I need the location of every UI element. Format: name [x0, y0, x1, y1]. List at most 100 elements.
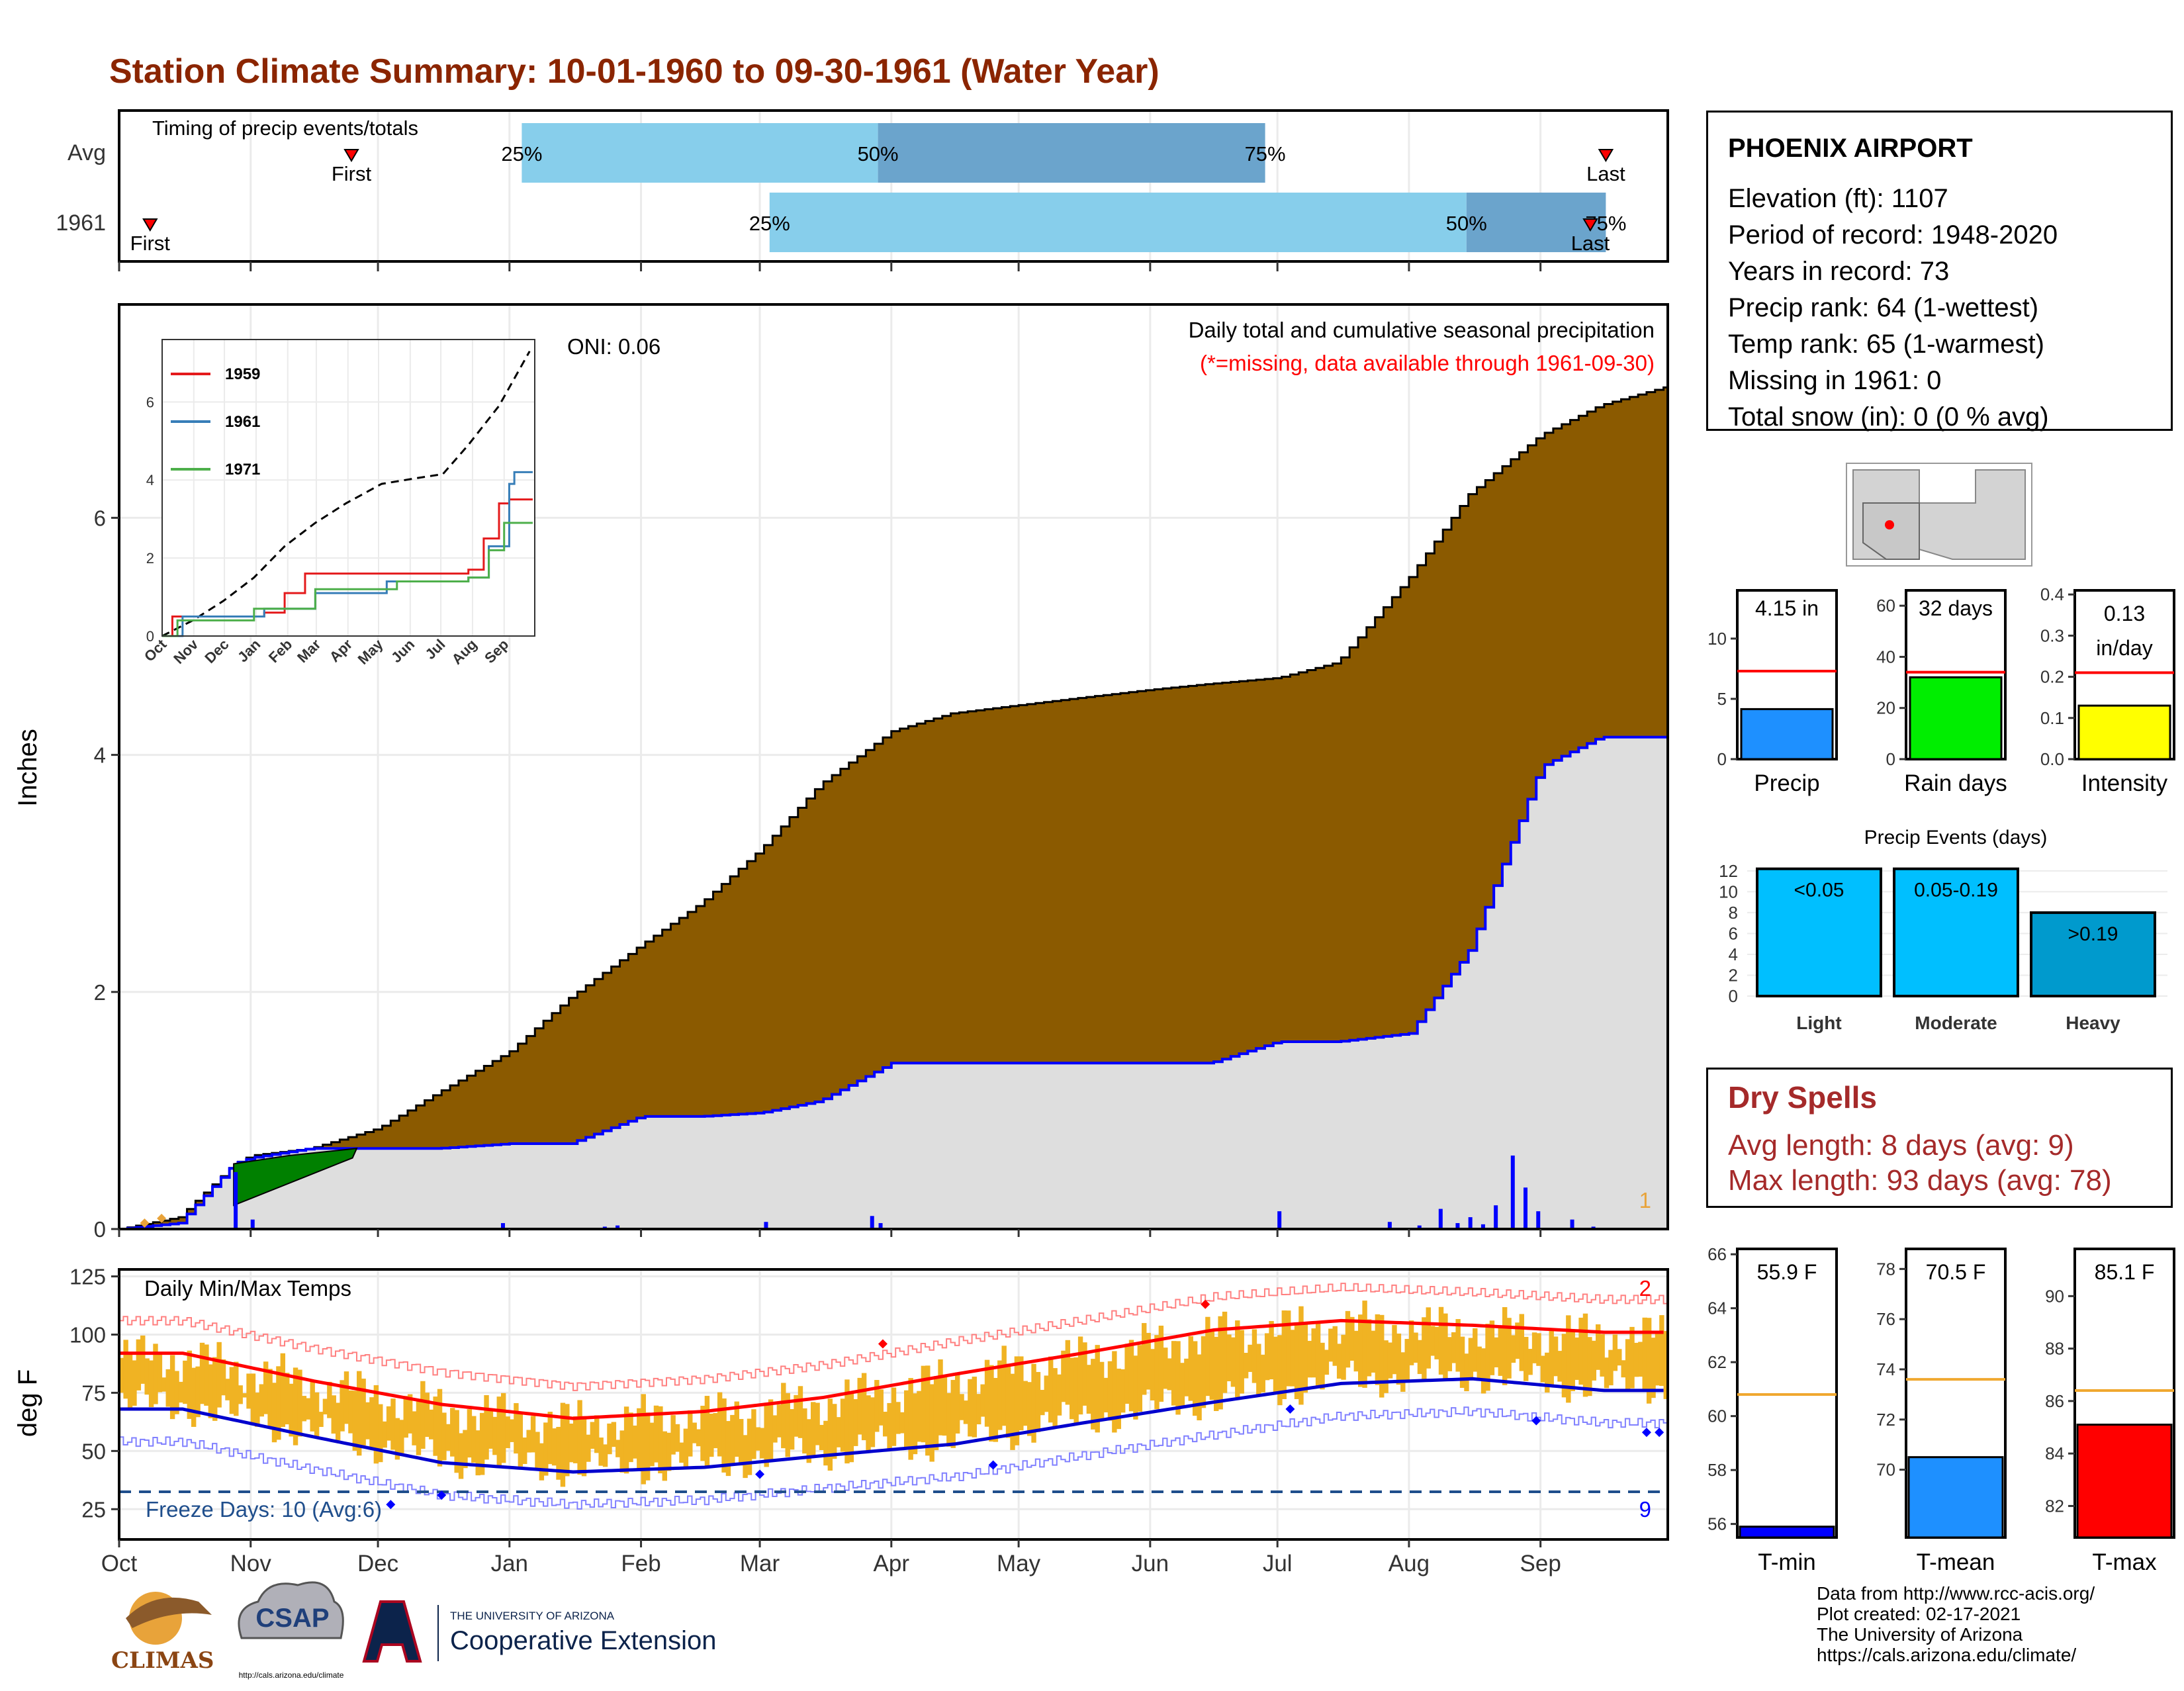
- temp-summary-ytick-label: 88: [2045, 1339, 2064, 1359]
- daily-temp-bar: [492, 1416, 498, 1455]
- daily-temp-bar: [450, 1408, 455, 1457]
- daily-temp-bar: [1477, 1346, 1482, 1381]
- daily-temp-bar: [781, 1383, 786, 1449]
- daily-temp-bar: [1091, 1359, 1096, 1430]
- daily-temp-bar: [1625, 1339, 1631, 1391]
- daily-temp-bar: [976, 1394, 981, 1425]
- dry-spells-title: Dry Spells: [1728, 1080, 1877, 1115]
- temp-xticks: Oct Nov Dec Jan Feb Mar Apr May Jun Jul Aug Sep: [101, 1539, 1561, 1577]
- record-low-marker: [1531, 1416, 1541, 1426]
- daily-temp-bar: [191, 1367, 197, 1427]
- daily-temp-bar: [794, 1394, 799, 1437]
- daily-temp-bar: [942, 1375, 948, 1436]
- daily-temp-bar: [1188, 1336, 1193, 1401]
- daily-temp-bar: [127, 1353, 133, 1410]
- daily-temp-bar: [874, 1380, 880, 1432]
- daily-temp-bar: [327, 1381, 332, 1418]
- mini-chart-label: Precip: [1754, 770, 1819, 796]
- daily-temp-bar: [1557, 1351, 1563, 1382]
- daily-temp-bar: [645, 1412, 651, 1481]
- daily-temp-bar: [857, 1377, 862, 1435]
- daily-temp-bar: [1201, 1336, 1206, 1408]
- timing-p50-label: 50%: [858, 142, 899, 165]
- daily-temp-bar: [1086, 1365, 1092, 1414]
- temp-summary-ytick-label: 84: [2045, 1443, 2064, 1463]
- freeze-days-text: Freeze Days: 10 (Avg:6): [146, 1497, 382, 1522]
- daily-temp-bar: [1519, 1314, 1525, 1371]
- daily-temp-bar: [717, 1392, 723, 1457]
- daily-temp-bar: [310, 1381, 315, 1432]
- daily-temp-bar: [1404, 1339, 1410, 1382]
- daily-temp-bar: [1324, 1349, 1330, 1375]
- month-label: May: [997, 1551, 1041, 1577]
- daily-temp-bar: [827, 1398, 833, 1471]
- mini-value-label: 32 days: [1919, 596, 1993, 620]
- daily-temp-bar: [1243, 1353, 1249, 1379]
- daily-temp-bar: [1417, 1340, 1423, 1375]
- event-bar-label: Heavy: [2066, 1013, 2120, 1033]
- timing-border: [118, 109, 1669, 263]
- temp-summary-value: 85.1 F: [2095, 1260, 2155, 1284]
- daily-temp-bar: [581, 1416, 587, 1477]
- temp-summary-ytick-label: 78: [1876, 1259, 1895, 1279]
- daily-temp-bar: [463, 1430, 468, 1469]
- daily-temp-bar: [1531, 1332, 1537, 1363]
- station-snow: Total snow (in): 0 (0 % avg): [1728, 402, 2049, 432]
- daily-precip-bar: [764, 1222, 768, 1229]
- daily-temp-bar: [870, 1397, 876, 1447]
- precip-ytick-label: 0: [94, 1217, 106, 1242]
- daily-temp-bar: [229, 1367, 235, 1414]
- daily-precip-bar: [1480, 1224, 1485, 1229]
- precip-ylabel: Inches: [13, 729, 42, 807]
- daily-temp-bar: [361, 1379, 366, 1445]
- daily-temp-bar: [1040, 1390, 1045, 1416]
- mini-value-label: 4.15 in: [1755, 596, 1819, 620]
- daily-temp-bar: [946, 1393, 952, 1447]
- daily-temp-bar: [615, 1440, 621, 1457]
- daily-temp-bar: [263, 1361, 269, 1414]
- daily-temp-bar: [441, 1412, 447, 1461]
- daily-temp-bar: [637, 1408, 642, 1471]
- daily-temp-bar: [547, 1412, 553, 1465]
- daily-temp-bar: [1434, 1326, 1439, 1359]
- timing-last-label: Last: [1571, 232, 1610, 255]
- daily-temp-bar: [1379, 1314, 1385, 1398]
- daily-temp-bar: [1362, 1301, 1367, 1388]
- daily-temp-bar: [1561, 1334, 1567, 1398]
- daily-temp-bar: [1578, 1317, 1584, 1385]
- timing-bar-50-75: [878, 123, 1265, 183]
- temp-border: [118, 1268, 1669, 1541]
- temp-summary-ytick-label: 90: [2045, 1286, 2064, 1306]
- daily-temp-bar: [514, 1403, 519, 1454]
- event-bar-label: Moderate: [1915, 1013, 1997, 1033]
- daily-temp-bar: [607, 1423, 612, 1455]
- daily-temp-bar: [479, 1412, 485, 1475]
- daily-temp-bar: [1218, 1316, 1223, 1410]
- daily-temp-bar: [1205, 1316, 1210, 1396]
- daily-temp-bar: [1095, 1345, 1100, 1433]
- daily-precip-bar: [1438, 1209, 1443, 1229]
- daily-temp-bar: [1137, 1345, 1143, 1412]
- timing-first-label: First: [332, 162, 372, 185]
- mini-ytick-label: 5: [1717, 689, 1727, 709]
- daily-temp-bar: [1451, 1332, 1457, 1363]
- daily-temp-bar: [565, 1404, 570, 1477]
- daily-temp-bar: [1184, 1358, 1189, 1396]
- daily-temp-bar: [1248, 1344, 1253, 1372]
- daily-temp-bar: [1459, 1336, 1465, 1388]
- daily-temp-bar: [764, 1402, 769, 1467]
- daily-temp-bar: [530, 1416, 536, 1453]
- precip-corner-count: 1: [1639, 1188, 1651, 1212]
- mini-ytick-label: 40: [1876, 647, 1895, 666]
- daily-temp-bar: [1069, 1357, 1075, 1420]
- daily-temp-bar: [950, 1380, 956, 1448]
- precip-border: [118, 303, 1669, 1230]
- daily-precip-bar: [1494, 1205, 1498, 1229]
- daily-temp-bar: [1251, 1329, 1257, 1383]
- daily-temp-bar: [488, 1409, 494, 1449]
- temp-summary-frame: [1736, 1248, 1838, 1539]
- daily-temp-bar: [306, 1398, 311, 1420]
- daily-temp-bar: [674, 1424, 680, 1452]
